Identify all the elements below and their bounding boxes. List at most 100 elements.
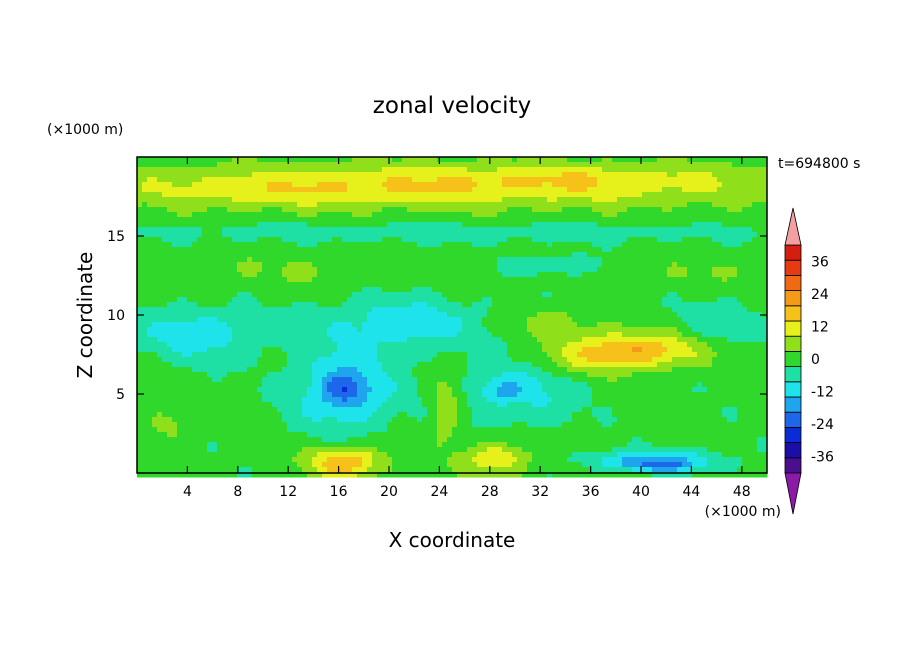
heat-cell bbox=[657, 177, 663, 183]
heat-cell bbox=[422, 172, 428, 178]
heat-cell bbox=[302, 322, 308, 328]
heat-cell bbox=[762, 332, 768, 338]
heat-cell bbox=[667, 292, 673, 298]
heat-cell bbox=[527, 207, 533, 213]
heat-cell bbox=[392, 272, 398, 278]
heat-cell bbox=[387, 167, 393, 173]
heat-cell bbox=[477, 177, 483, 183]
heat-cell bbox=[687, 207, 693, 213]
heat-cell bbox=[542, 272, 548, 278]
heat-cell bbox=[657, 227, 663, 233]
heat-cell bbox=[312, 257, 318, 263]
heat-cell bbox=[687, 327, 693, 333]
heat-cell bbox=[557, 242, 563, 248]
heat-cell bbox=[152, 332, 158, 338]
heat-cell bbox=[347, 182, 353, 188]
heat-cell bbox=[287, 172, 293, 178]
heat-cell bbox=[402, 177, 408, 183]
heat-cell bbox=[572, 242, 578, 248]
heat-cell bbox=[502, 267, 508, 273]
heat-cell bbox=[582, 262, 588, 268]
heat-cell bbox=[517, 312, 523, 318]
heat-cell bbox=[492, 222, 498, 228]
heat-cell bbox=[332, 247, 338, 253]
heat-cell bbox=[602, 182, 608, 188]
heat-cell bbox=[657, 252, 663, 258]
heat-cell bbox=[477, 252, 483, 258]
heat-cell bbox=[367, 347, 373, 353]
heat-cell bbox=[232, 287, 238, 293]
heat-cell bbox=[647, 277, 653, 283]
heat-cell bbox=[752, 317, 758, 323]
heat-cell bbox=[547, 327, 553, 333]
heat-cell bbox=[642, 312, 648, 318]
heat-cell bbox=[392, 347, 398, 353]
heat-cell bbox=[167, 262, 173, 268]
heat-cell bbox=[567, 307, 573, 313]
heat-cell bbox=[497, 257, 503, 263]
heat-cell bbox=[747, 242, 753, 248]
heat-cell bbox=[247, 352, 253, 358]
heat-cell bbox=[192, 262, 198, 268]
heat-cell bbox=[752, 197, 758, 203]
heat-cell bbox=[187, 252, 193, 258]
heat-cell bbox=[187, 177, 193, 183]
heat-cell bbox=[477, 247, 483, 253]
heat-cell bbox=[237, 257, 243, 263]
heat-cell bbox=[557, 312, 563, 318]
heat-cell bbox=[302, 257, 308, 263]
heat-cell bbox=[297, 187, 303, 193]
heat-cell bbox=[737, 332, 743, 338]
heat-cell bbox=[362, 347, 368, 353]
heat-cell bbox=[372, 197, 378, 203]
heat-cell bbox=[362, 307, 368, 313]
heat-cell bbox=[517, 262, 523, 268]
heat-cell bbox=[342, 282, 348, 288]
heat-cell bbox=[357, 187, 363, 193]
heat-cell bbox=[682, 312, 688, 318]
heat-cell bbox=[242, 247, 248, 253]
heat-cell bbox=[717, 177, 723, 183]
heat-cell bbox=[252, 312, 258, 318]
heat-cell bbox=[177, 172, 183, 178]
heat-cell bbox=[597, 262, 603, 268]
heat-cell bbox=[472, 247, 478, 253]
heat-cell bbox=[602, 282, 608, 288]
heat-cell bbox=[527, 287, 533, 293]
heat-cell bbox=[562, 192, 568, 198]
heat-cell bbox=[607, 207, 613, 213]
heat-cell bbox=[562, 342, 568, 348]
heat-cell bbox=[662, 182, 668, 188]
heat-cell bbox=[477, 342, 483, 348]
heat-cell bbox=[382, 192, 388, 198]
heat-cell bbox=[737, 237, 743, 243]
heat-cell bbox=[662, 282, 668, 288]
heat-cell bbox=[482, 312, 488, 318]
heat-cell bbox=[277, 327, 283, 333]
heat-cell bbox=[352, 287, 358, 293]
heat-cell bbox=[442, 332, 448, 338]
heat-cell bbox=[537, 212, 543, 218]
heat-cell bbox=[557, 272, 563, 278]
heat-cell bbox=[607, 177, 613, 183]
heat-cell bbox=[482, 352, 488, 358]
heat-cell bbox=[742, 162, 748, 168]
heat-cell bbox=[177, 312, 183, 318]
heat-cell bbox=[257, 157, 263, 163]
heat-cell bbox=[197, 337, 203, 343]
heat-cell bbox=[642, 182, 648, 188]
heat-cell bbox=[327, 167, 333, 173]
heat-cell bbox=[562, 252, 568, 258]
heat-cell bbox=[147, 232, 153, 238]
heat-cell bbox=[172, 237, 178, 243]
heat-cell bbox=[522, 297, 528, 303]
heat-cell bbox=[372, 167, 378, 173]
heat-cell bbox=[227, 167, 233, 173]
heat-cell bbox=[647, 232, 653, 238]
heat-cell bbox=[512, 157, 518, 163]
heat-cell bbox=[277, 282, 283, 288]
heat-cell bbox=[632, 242, 638, 248]
heat-cell bbox=[547, 202, 553, 208]
heat-cell bbox=[272, 327, 278, 333]
heat-cell bbox=[252, 302, 258, 308]
